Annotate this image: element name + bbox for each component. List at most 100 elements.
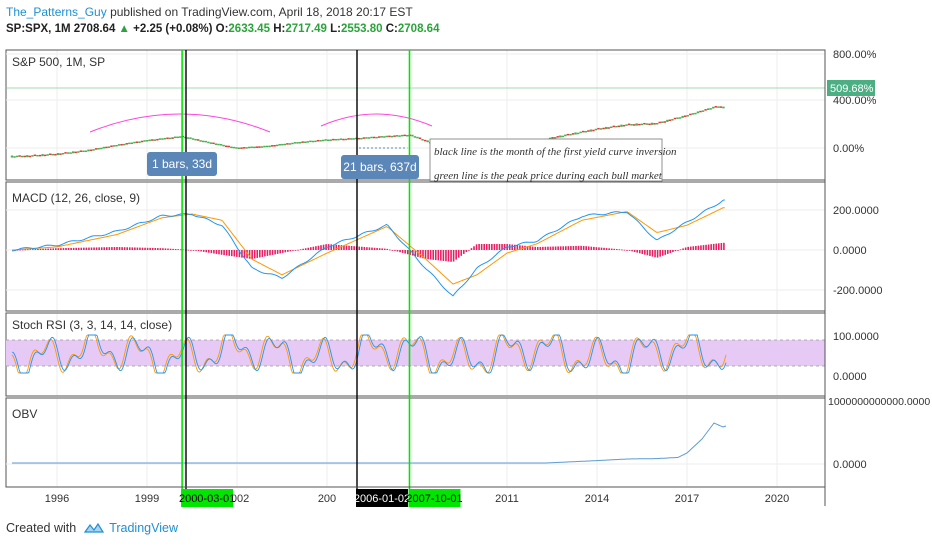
footer: Created with TradingView [6, 521, 178, 535]
price-candle [161, 138, 164, 140]
macd-histogram-bar [424, 250, 427, 259]
price-candle [719, 106, 723, 108]
macd-histogram-bar [559, 246, 562, 250]
last-price-badge [827, 80, 875, 96]
macd-histogram-bar [536, 246, 539, 250]
price-candle [337, 138, 340, 141]
macd-histogram-bar [67, 247, 70, 250]
macd-histogram-bar [208, 250, 210, 253]
macd-histogram-bar [330, 244, 332, 250]
macd-histogram-bar [618, 249, 621, 251]
macd-histogram-bar [590, 246, 593, 250]
price-candle [253, 146, 256, 149]
macd-histogram-bar [366, 247, 368, 250]
macd-axis-tick-label: 200.0000 [833, 205, 879, 217]
price-candle [722, 106, 725, 109]
price-candle [406, 134, 409, 137]
bull-market-arc-2 [320, 113, 433, 127]
price-candle [270, 145, 274, 147]
macd-histogram-bar [88, 247, 90, 250]
macd-histogram-bar [623, 249, 626, 251]
author-link[interactable]: The_Patterns_Guy [6, 5, 107, 19]
price-candle [186, 137, 190, 139]
macd-histogram-bar [371, 247, 373, 250]
macd-histogram-bar [419, 250, 422, 258]
symbol-label: SP:SPX, 1M [6, 23, 71, 35]
macd-histogram-bar [478, 244, 480, 250]
macd-histogram-bar [248, 250, 251, 259]
macd-histogram-bar [287, 250, 289, 252]
macd-histogram-bar [304, 248, 307, 250]
price-candle [69, 152, 72, 154]
price-candle [283, 143, 287, 146]
macd-histogram-bar [470, 248, 473, 250]
macd-histogram-bar [549, 246, 552, 250]
price-candle [128, 142, 131, 145]
price-candle [561, 135, 564, 138]
price-candle [15, 155, 19, 158]
macd-histogram-bar [123, 247, 126, 250]
price-candle [418, 137, 422, 140]
price-candle [587, 130, 590, 132]
price-axis-tick-label: 0.00% [833, 143, 864, 155]
macd-histogram-bar [317, 245, 320, 250]
price-candle [311, 140, 315, 143]
macd-histogram-bar [679, 249, 682, 251]
price-candle [633, 124, 636, 126]
price-candle [661, 121, 664, 123]
macd-histogram-bar [205, 250, 208, 253]
macd-histogram-bar [389, 249, 391, 251]
macd-histogram-bar [220, 250, 223, 255]
macd-histogram-bar [261, 250, 264, 257]
price-candle [209, 142, 213, 144]
price-candle [219, 144, 223, 146]
macd-histogram-bar [29, 249, 32, 251]
macd-histogram-bar [621, 249, 623, 251]
price-candle [145, 140, 149, 142]
price-candle [194, 138, 197, 141]
macd-histogram-bar [157, 248, 159, 250]
macd-histogram-bar [417, 250, 419, 257]
macd-histogram-bar [259, 250, 261, 258]
macd-histogram-bar [144, 247, 146, 250]
price-candle [46, 154, 49, 156]
annotation-line-2: green line is the peak price during each… [434, 170, 663, 182]
price-candle [110, 145, 113, 147]
macd-histogram-bar [531, 246, 534, 250]
macd-histogram-bar [169, 248, 172, 250]
macd-histogram-bar [315, 246, 317, 250]
measure-label-1-text: 1 bars, 33d [152, 157, 212, 171]
macd-histogram-bar [689, 246, 692, 250]
price-candle [260, 146, 264, 148]
price-candle [33, 154, 37, 157]
macd-histogram-bar [664, 250, 667, 255]
last-price: 2708.64 [73, 23, 116, 35]
price-candle [105, 146, 108, 149]
price-candle [168, 137, 172, 140]
chart-canvas[interactable]: 800.00% 400.00% 0.00% S&P 500, 1M, SP 509.68… [0, 44, 932, 514]
time-axis-tick-label: 1999 [135, 493, 159, 505]
price-candle [388, 135, 391, 138]
macd-histogram-bar [162, 248, 164, 250]
macd-histogram-bar [432, 250, 434, 260]
macd-histogram-bar [644, 250, 646, 255]
macd-histogram-bar [542, 246, 544, 250]
price-candle [380, 136, 383, 138]
macd-histogram-bar [422, 250, 424, 259]
created-with-text: Created with [6, 521, 77, 535]
price-candle [163, 137, 167, 140]
price-candle [385, 135, 389, 138]
time-axis-tick-label: 2011 [495, 493, 519, 505]
last-price-badge-text: 509.68% [830, 83, 874, 95]
price-candle [666, 119, 669, 122]
price-candle [607, 127, 610, 129]
macd-histogram-bar [450, 250, 452, 262]
macd-histogram-bar [47, 248, 49, 250]
macd-histogram-bar [534, 246, 536, 250]
price-candle [225, 145, 228, 148]
macd-histogram-bar [289, 250, 292, 252]
price-candle [204, 140, 207, 143]
macd-histogram-bar [529, 246, 531, 250]
tradingview-link[interactable]: TradingView [84, 521, 178, 535]
macd-histogram-bar [361, 246, 363, 250]
